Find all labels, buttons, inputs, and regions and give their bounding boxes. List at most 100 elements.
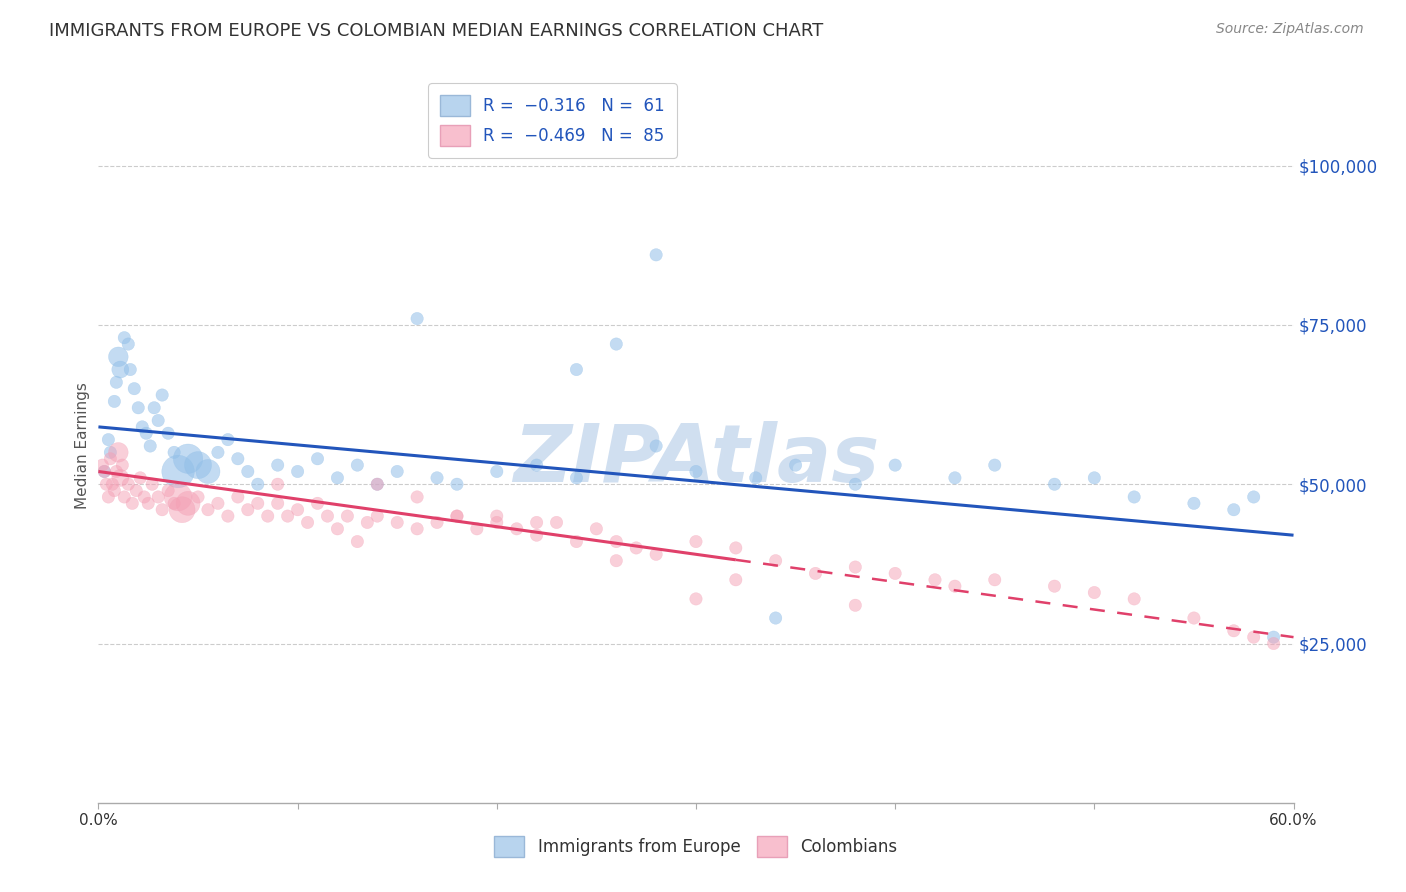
Point	[103, 394, 125, 409]
Point	[150, 502, 173, 516]
Point	[93, 465, 115, 479]
Point	[187, 458, 209, 472]
Point	[844, 477, 866, 491]
Point	[385, 465, 409, 479]
Point	[121, 496, 143, 510]
Point	[1043, 477, 1066, 491]
Point	[406, 311, 429, 326]
Point	[139, 439, 162, 453]
Point	[217, 433, 239, 447]
Point	[226, 451, 249, 466]
Point	[326, 522, 349, 536]
Point	[645, 248, 668, 262]
Point	[197, 465, 219, 479]
Point	[131, 420, 153, 434]
Point	[346, 458, 368, 472]
Point	[943, 471, 966, 485]
Point	[526, 528, 548, 542]
Point	[406, 522, 429, 536]
Point	[107, 445, 129, 459]
Point	[117, 477, 139, 491]
Point	[157, 426, 180, 441]
Point	[207, 445, 229, 459]
Point	[984, 458, 1007, 472]
Point	[120, 362, 142, 376]
Point	[307, 496, 329, 510]
Point	[236, 502, 259, 516]
Point	[984, 573, 1007, 587]
Point	[246, 477, 269, 491]
Point	[446, 477, 468, 491]
Point	[187, 490, 209, 504]
Point	[93, 465, 115, 479]
Point	[326, 471, 349, 485]
Point	[110, 362, 132, 376]
Point	[177, 451, 200, 466]
Point	[526, 458, 548, 472]
Point	[844, 560, 866, 574]
Point	[167, 490, 190, 504]
Point	[485, 516, 508, 530]
Point	[804, 566, 827, 581]
Point	[148, 413, 170, 427]
Point	[112, 331, 135, 345]
Point	[884, 566, 907, 581]
Point	[685, 534, 707, 549]
Point	[267, 458, 290, 472]
Point	[167, 465, 190, 479]
Point	[267, 477, 290, 491]
Point	[765, 611, 787, 625]
Text: ZIPAtlas: ZIPAtlas	[513, 421, 879, 500]
Point	[924, 573, 946, 587]
Point	[117, 337, 139, 351]
Point	[605, 554, 627, 568]
Point	[96, 477, 118, 491]
Point	[141, 477, 163, 491]
Point	[724, 573, 747, 587]
Point	[197, 502, 219, 516]
Point	[356, 516, 378, 530]
Point	[565, 534, 588, 549]
Point	[217, 509, 239, 524]
Point	[645, 547, 668, 561]
Point	[1263, 630, 1285, 644]
Point	[366, 477, 388, 491]
Point	[97, 433, 120, 447]
Point	[465, 522, 488, 536]
Point	[385, 516, 409, 530]
Point	[110, 471, 132, 485]
Point	[645, 439, 668, 453]
Point	[91, 458, 114, 472]
Point	[626, 541, 648, 555]
Point	[585, 522, 607, 536]
Point	[724, 541, 747, 555]
Point	[1243, 630, 1265, 644]
Point	[336, 509, 359, 524]
Point	[426, 471, 449, 485]
Legend: Immigrants from Europe, Colombians: Immigrants from Europe, Colombians	[486, 828, 905, 866]
Point	[1182, 611, 1205, 625]
Point	[765, 554, 787, 568]
Point	[267, 496, 290, 510]
Point	[485, 465, 508, 479]
Point	[150, 388, 173, 402]
Point	[101, 477, 124, 491]
Point	[346, 534, 368, 549]
Point	[287, 465, 309, 479]
Point	[1123, 490, 1146, 504]
Point	[157, 483, 180, 498]
Point	[134, 490, 156, 504]
Point	[565, 471, 588, 485]
Point	[1223, 624, 1246, 638]
Point	[307, 451, 329, 466]
Point	[546, 516, 568, 530]
Point	[565, 362, 588, 376]
Point	[1223, 502, 1246, 516]
Point	[135, 426, 157, 441]
Point	[277, 509, 299, 524]
Point	[172, 502, 194, 516]
Point	[366, 477, 388, 491]
Point	[605, 534, 627, 549]
Point	[316, 509, 339, 524]
Point	[148, 490, 170, 504]
